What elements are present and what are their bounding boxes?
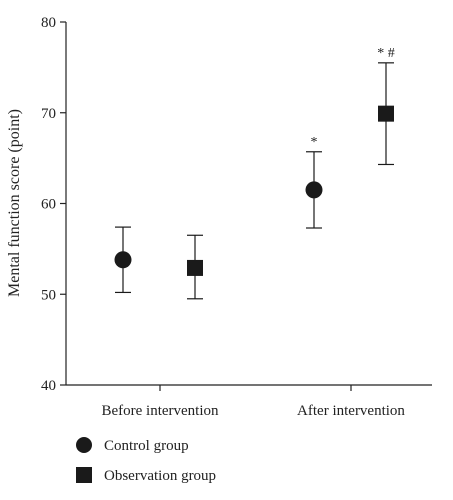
x-axis-ticks: Before intervention After intervention (101, 385, 405, 419)
significance-label: * (311, 135, 318, 150)
y-axis-ticks: 40 50 60 70 80 (41, 15, 66, 394)
data-point-square (378, 105, 394, 122)
data-point-circle (114, 251, 132, 269)
y-axis-title: Mental function score (point) (6, 109, 23, 297)
data-point-square (187, 259, 203, 276)
legend-marker-square (76, 467, 92, 483)
data-point-circle (305, 181, 323, 199)
significance-label: * # (377, 46, 395, 61)
y-tick-label: 60 (41, 197, 56, 213)
y-tick-label: 70 (41, 106, 56, 122)
legend-marker-circle (76, 437, 92, 453)
y-tick-label: 50 (41, 287, 56, 303)
y-tick-label: 80 (41, 15, 56, 31)
legend: Control group Observation group (76, 437, 216, 484)
x-category-label: After intervention (297, 403, 405, 419)
x-category-label: Before intervention (101, 403, 219, 419)
y-tick-label: 40 (41, 378, 56, 394)
legend-label: Observation group (104, 468, 216, 484)
legend-label: Control group (104, 438, 189, 454)
data-marks: * * # (114, 46, 395, 300)
